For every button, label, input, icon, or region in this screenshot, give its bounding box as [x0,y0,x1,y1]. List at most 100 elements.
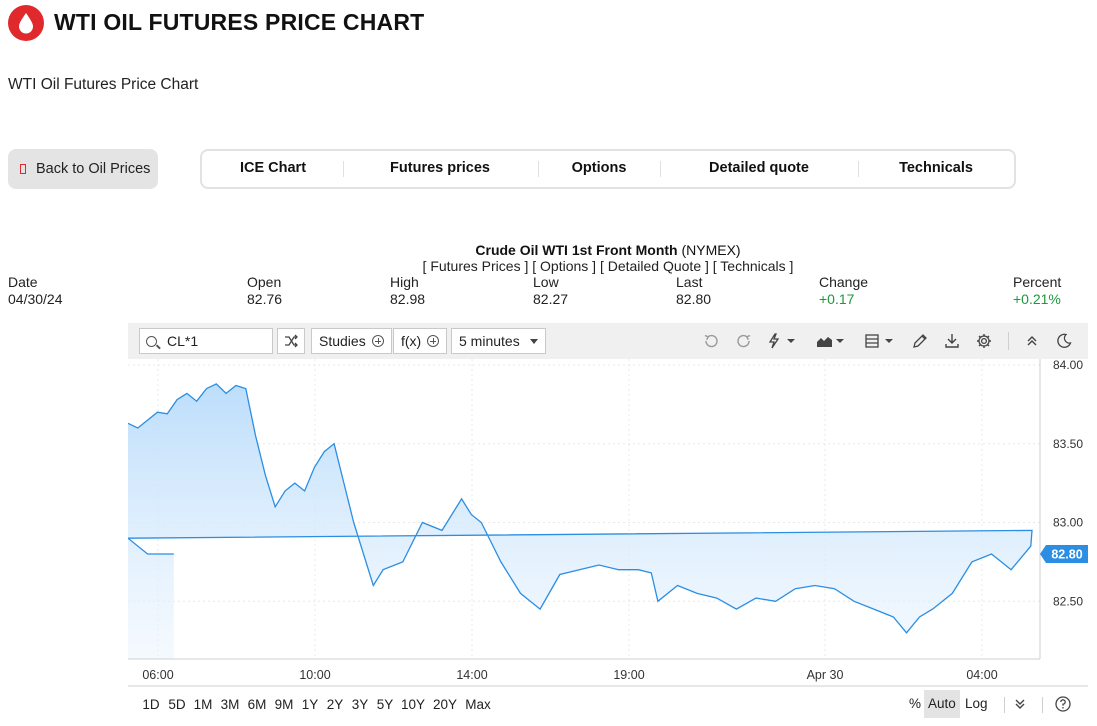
help-icon[interactable] [1054,695,1072,718]
range-20y[interactable]: 20Y [432,697,458,712]
oil-drop-icon [19,13,33,34]
quote-value: 82.76 [247,291,283,307]
studies-button[interactable]: Studies [311,328,392,354]
range-3m[interactable]: 3M [220,697,240,712]
chevron-down-icon [529,338,538,344]
x-tick-label: Apr 30 [807,668,844,682]
y-tick-label: 83.00 [1053,516,1083,530]
quote-value: 04/30/24 [8,291,63,307]
tab-technicals[interactable]: Technicals [899,160,973,176]
price-chart[interactable]: 06:00 10:00 14:00 19:00 Apr 30 04:00 84.00 83.5… [128,359,1088,687]
interval-label: 5 minutes [459,333,520,349]
range-3y[interactable]: 3Y [351,697,369,712]
area-chart-icon [817,337,844,347]
tab-ice-chart[interactable]: ICE Chart [239,160,307,176]
y-tick-label: 82.50 [1053,594,1083,608]
price-line [128,383,1033,634]
quote-value: 82.98 [390,291,426,307]
quote-label: High [390,274,419,290]
lightning-icon [768,333,795,349]
scale-auto[interactable]: Auto [924,690,960,718]
scale-divider [1004,697,1005,713]
quote-last: Last 82.80 [676,274,711,307]
range-6m[interactable]: 6M [247,697,267,712]
range-selector: 1D 5D 1M 3M 6M 9M 1Y 2Y 3Y 5Y 10Y 20Y Ma… [128,690,1088,720]
quote-value: 82.80 [676,291,712,307]
function-label: f(x) [401,333,422,349]
expand-down-icon[interactable] [1012,696,1028,717]
range-2y[interactable]: 2Y [326,697,344,712]
quote-value: +0.21% [1013,291,1061,307]
quote-tabs: ICE Chart Futures prices Options Detaile… [200,149,1016,189]
download-icon[interactable] [943,332,961,350]
chart-toolbar: CL*1 Studies f(x) 5 minutes [128,323,1088,359]
y-tick-label: 84.00 [1053,359,1083,372]
dark-mode-icon[interactable] [1055,332,1073,350]
quote-heading: Crude Oil WTI 1st Front Month (NYMEX) [0,242,1097,258]
quote-high: High 82.98 [390,274,425,307]
symbol-search-input[interactable]: CL*1 [139,328,273,354]
quote-change: Change +0.17 [819,274,868,307]
redo-icon[interactable] [735,332,753,350]
price-area [128,383,1032,659]
back-arrow-icon [20,164,26,174]
quote-percent: Percent +0.21% [1013,274,1061,307]
range-5y[interactable]: 5Y [376,697,394,712]
range-10y[interactable]: 10Y [400,697,426,712]
display-menu[interactable] [864,332,898,350]
tab-detailed-quote[interactable]: Detailed quote [709,160,809,176]
range-1y[interactable]: 1Y [301,697,319,712]
scale-divider [1042,697,1043,713]
compare-button[interactable] [277,328,305,354]
page-title: WTI OIL FUTURES PRICE CHART [54,9,425,35]
quote-links[interactable]: [ Futures Prices ] [ Options ] [ Detaile… [422,258,794,274]
price-chart-svg[interactable]: 06:00 10:00 14:00 19:00 Apr 30 04:00 84.00 83.5… [128,359,1088,687]
tab-options[interactable]: Options [571,160,627,176]
scale-log[interactable]: Log [965,696,988,711]
quote-open: Open 82.76 [247,274,282,307]
quote-label: Change [819,274,869,290]
x-tick-label: 06:00 [142,668,173,682]
shuffle-icon [285,334,298,348]
last-price-label: 82.80 [1051,548,1082,562]
scale-percent[interactable]: % [909,696,922,711]
x-tick-label: 14:00 [456,668,487,682]
x-tick-label: 04:00 [966,668,997,682]
layout-icon [865,334,893,348]
range-1d[interactable]: 1D [142,697,160,712]
tab-futures-prices[interactable]: Futures prices [390,160,490,176]
page-subtitle: WTI Oil Futures Price Chart [8,76,199,93]
gear-icon[interactable] [975,332,993,350]
interval-select[interactable]: 5 minutes [451,328,546,354]
range-1m[interactable]: 1M [193,697,213,712]
symbol-value: CL*1 [167,333,199,349]
quote-value: 82.27 [533,291,569,307]
tab-divider [343,161,344,177]
brand-logo [8,5,44,41]
tab-divider [858,161,859,177]
draw-icon[interactable] [911,332,929,350]
quote-label: Date [8,274,38,290]
search-icon [146,335,157,347]
collapse-icon[interactable] [1023,332,1041,350]
quote-value: +0.17 [819,291,855,307]
last-price-badge [1040,545,1088,563]
range-5d[interactable]: 5D [168,697,186,712]
tab-divider [538,161,539,177]
events-menu[interactable] [766,332,800,350]
back-button-label: Back to Oil Prices [36,161,151,177]
x-tick-label: 10:00 [299,668,330,682]
quote-date: Date 04/30/24 [8,274,63,307]
quote-label: Last [676,274,703,290]
range-9m[interactable]: 9M [274,697,294,712]
function-button[interactable]: f(x) [393,328,448,354]
studies-label: Studies [319,333,366,349]
quote-label: Open [247,274,282,290]
y-tick-label: 83.50 [1053,437,1083,451]
undo-icon[interactable] [702,332,720,350]
exchange-name: (NYMEX) [681,242,741,258]
quote-label: Low [533,274,559,290]
chart-type-menu[interactable] [815,332,849,350]
range-max[interactable]: Max [465,697,491,712]
back-to-oil-prices-button[interactable]: Back to Oil Prices [8,149,158,189]
